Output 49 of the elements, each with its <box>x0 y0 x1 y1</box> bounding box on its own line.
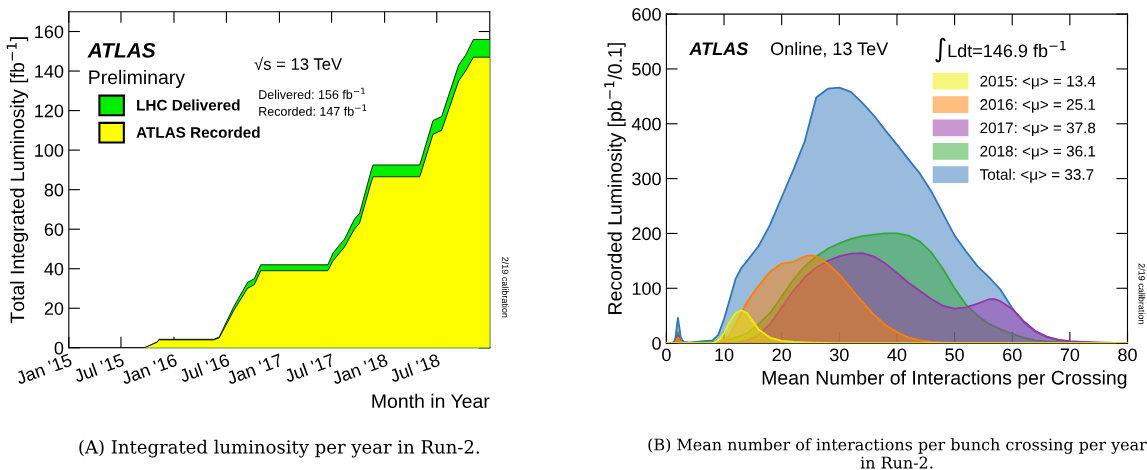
y-tick-label: 140 <box>35 64 64 78</box>
legend-label: 2015: <μ> = 13.4 <box>980 75 1096 90</box>
legend-label: LHC Delivered <box>137 99 240 111</box>
y-tick-label: 100 <box>632 282 661 295</box>
y-tick-label: 0 <box>652 337 661 350</box>
legend-label: Total: <μ> = 33.7 <box>979 168 1094 183</box>
x-tick-label: 60 <box>1003 348 1022 362</box>
legend-label: 2016: <μ> = 25.1 <box>980 99 1096 113</box>
x-tick-label: 0 <box>662 348 671 362</box>
x-tick-label: 20 <box>772 348 792 362</box>
annotation: √s = 13 TeV <box>254 56 343 70</box>
y-axis-title: Recorded Luminosity [pb$^{−1}$/0.1] <box>604 43 626 314</box>
y-tick-label: 80 <box>44 183 64 197</box>
y-axis-title: Total Integrated Luminosity [fb$^{−1}$] <box>6 37 29 324</box>
annotation: ATLAS <box>689 42 749 56</box>
annotation: Recorded: 147 fb$^{−1}$ <box>259 104 367 116</box>
annotation: ATLAS <box>87 42 156 58</box>
x-tick-label: 30 <box>829 348 849 362</box>
x-tick-label: Jul '18 <box>388 352 441 383</box>
annotation: ∫Ldt=146.9 fb$^{−1}$ <box>935 37 1066 63</box>
annotation: Delivered: 156 fb$^{−1}$ <box>259 87 365 100</box>
text: 2/19 calibration <box>502 257 509 318</box>
annotation: Preliminary <box>89 69 185 89</box>
x-tick-label: 10 <box>715 348 734 362</box>
x-tick-label: 70 <box>1060 348 1080 362</box>
y-tick-label: 60 <box>44 223 64 236</box>
x-axis-title: Month in Year <box>372 393 490 409</box>
y-tick-label: 160 <box>35 25 64 39</box>
legend-label: 2017: <μ> = 37.8 <box>980 122 1096 137</box>
annotation: Online, 13 TeV <box>771 41 889 58</box>
x-tick-label: 40 <box>887 348 907 362</box>
x-axis-title: Mean Number of Interactions per Crossing <box>762 370 1127 389</box>
text: (B) Mean number of interactions per bunch crossing per year in Run-2. <box>648 438 1147 469</box>
x-tick-label: 50 <box>945 348 964 362</box>
y-tick-label: 500 <box>632 62 661 76</box>
y-tick-label: 400 <box>631 117 661 131</box>
y-tick-label: 200 <box>632 227 661 241</box>
text: 2/19 calibration <box>1138 263 1146 324</box>
y-tick-label: 20 <box>44 302 64 315</box>
x-tick-label: 80 <box>1118 348 1137 362</box>
x-tick-label: Jan '15 <box>15 353 73 385</box>
y-tick-label: 40 <box>44 262 64 276</box>
y-tick-label: 600 <box>632 8 661 21</box>
legend-label: 2018: <μ> = 36.1 <box>980 145 1096 160</box>
legend-label: ATLAS Recorded <box>136 126 260 138</box>
y-tick-label: 300 <box>632 172 661 186</box>
y-tick-label: 120 <box>35 104 64 118</box>
text: (A) Integrated luminosity per year in Run-2. <box>79 439 479 458</box>
y-tick-label: 100 <box>35 144 64 157</box>
